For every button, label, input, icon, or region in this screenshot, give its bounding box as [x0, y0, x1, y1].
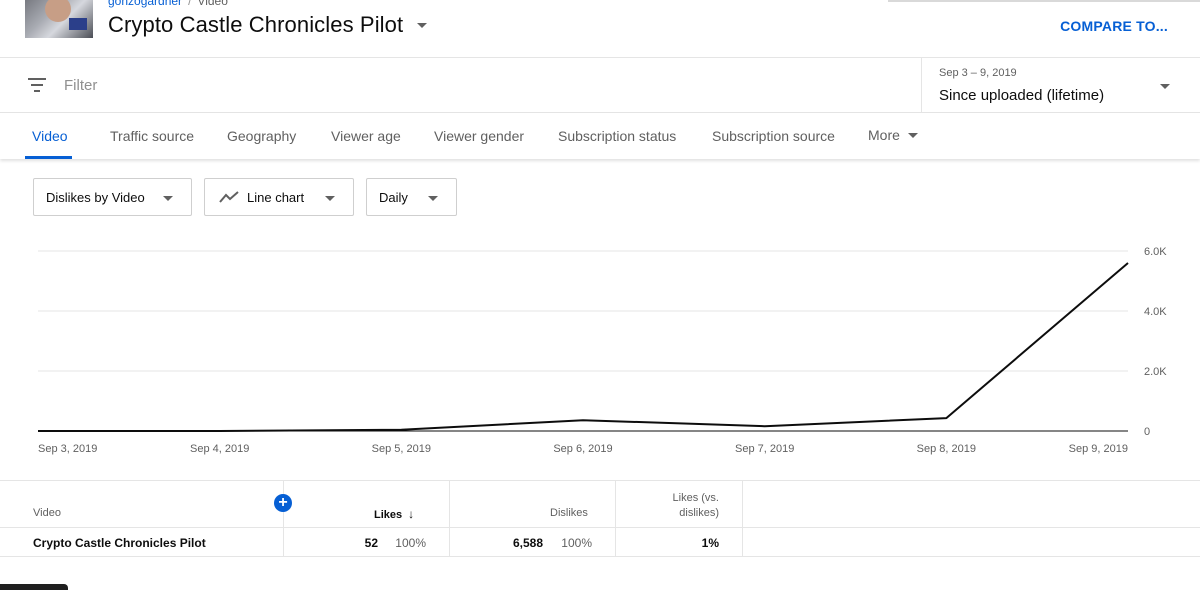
row-dislikes-value: 6,588 — [512, 536, 543, 550]
row-likes-value: 52 — [364, 536, 378, 550]
chevron-down-icon — [428, 196, 438, 201]
table-divider — [0, 527, 1200, 528]
chevron-down-icon — [417, 22, 428, 28]
filter-icon[interactable] — [28, 78, 46, 92]
column-divider — [615, 481, 616, 557]
tab-more[interactable]: More — [868, 127, 918, 143]
tab-subscription-source[interactable]: Subscription source — [712, 128, 835, 144]
divider — [888, 0, 1200, 2]
column-header-likes-label: Likes — [374, 509, 403, 521]
tab-geography[interactable]: Geography — [227, 128, 297, 144]
analytics-tabs: Video Traffic source Geography Viewer ag… — [0, 113, 1200, 159]
breadcrumb-separator: / — [188, 0, 192, 8]
date-range-label: Sep 3 – 9, 2019 — [939, 67, 1017, 79]
row-dislikes-percent: 100% — [561, 536, 592, 550]
chevron-down-icon — [163, 196, 173, 201]
snackbar-edge — [0, 584, 68, 590]
title-dropdown[interactable]: Crypto Castle Chronicles Pilot — [108, 12, 428, 38]
row-likes-percent: 100% — [395, 536, 426, 550]
column-divider — [283, 481, 284, 557]
x-tick-label: Sep 4, 2019 — [190, 443, 249, 455]
tab-video[interactable]: Video — [32, 128, 68, 144]
filter-bar: Filter Sep 3 – 9, 2019 Since uploaded (l… — [0, 58, 1200, 113]
dislikes-line-chart: 0 2.0K 4.0K 6.0K Sep 3, 2019 Sep 4, 2019 Sep 5… — [37, 246, 1167, 455]
date-period-value: Since uploaded (lifetime) — [939, 87, 1105, 104]
x-tick-label: Sep 9, 2019 — [1069, 443, 1128, 455]
series-line — [38, 262, 1129, 432]
column-header-likes[interactable]: Likes ↓ — [374, 507, 414, 521]
breadcrumb-section: Video — [197, 0, 228, 8]
metric-dropdown-label: Dislikes by Video — [46, 190, 145, 205]
video-thumbnail[interactable] — [25, 0, 93, 38]
sort-descending-icon: ↓ — [408, 507, 415, 521]
date-range-selector[interactable]: Sep 3 – 9, 2019 Since uploaded (lifetime… — [921, 58, 1200, 113]
active-tab-indicator — [25, 156, 72, 159]
tab-viewer-gender[interactable]: Viewer gender — [434, 128, 525, 144]
chevron-down-icon — [1160, 84, 1170, 89]
compare-to-button[interactable]: COMPARE TO... — [1060, 18, 1168, 34]
header: gonzogardner / Video Crypto Castle Chronic… — [0, 0, 1200, 58]
breadcrumb-channel-link[interactable]: gonzogardner — [108, 0, 183, 8]
tab-viewer-age[interactable]: Viewer age — [331, 128, 401, 144]
column-header-likes-vs-dislikes[interactable]: Likes (vs. dislikes) — [640, 491, 719, 521]
column-divider — [449, 481, 450, 557]
chart-type-dropdown[interactable]: Line chart — [204, 178, 354, 216]
tab-traffic-source[interactable]: Traffic source — [110, 128, 195, 144]
metrics-table: Video + Likes ↓ Dislikes Likes (vs. disli… — [0, 480, 1200, 557]
page-title: Crypto Castle Chronicles Pilot — [108, 12, 404, 37]
tab-more-label: More — [868, 127, 900, 143]
x-tick-label: Sep 6, 2019 — [553, 443, 612, 455]
add-column-button[interactable]: + — [274, 494, 292, 512]
column-header-dislikes[interactable]: Dislikes — [550, 507, 588, 519]
filter-input[interactable]: Filter — [64, 77, 98, 94]
chevron-down-icon — [907, 132, 918, 138]
column-header-video: Video — [33, 507, 61, 519]
ratio-header-line-2: dislikes) — [679, 507, 719, 519]
row-ratio-value: 1% — [701, 536, 719, 550]
x-tick-label: Sep 8, 2019 — [917, 443, 976, 455]
y-tick-label: 6.0K — [1144, 246, 1167, 258]
ratio-header-line-1: Likes (vs. — [672, 492, 719, 504]
column-divider — [742, 481, 743, 557]
breadcrumb: gonzogardner / Video — [108, 0, 228, 8]
granularity-dropdown[interactable]: Daily — [366, 178, 457, 216]
y-tick-label: 4.0K — [1144, 306, 1167, 318]
line-chart-icon — [219, 191, 239, 203]
y-tick-label: 0 — [1144, 426, 1150, 438]
x-tick-label: Sep 3, 2019 — [38, 443, 97, 455]
chevron-down-icon — [325, 196, 335, 201]
chart-type-label: Line chart — [247, 190, 305, 205]
granularity-label: Daily — [379, 190, 408, 205]
y-tick-label: 2.0K — [1144, 366, 1167, 378]
metric-dropdown[interactable]: Dislikes by Video — [33, 178, 192, 216]
x-tick-label: Sep 5, 2019 — [372, 443, 431, 455]
row-video-title[interactable]: Crypto Castle Chronicles Pilot — [33, 536, 206, 550]
tab-subscription-status[interactable]: Subscription status — [558, 128, 677, 144]
x-tick-label: Sep 7, 2019 — [735, 443, 794, 455]
